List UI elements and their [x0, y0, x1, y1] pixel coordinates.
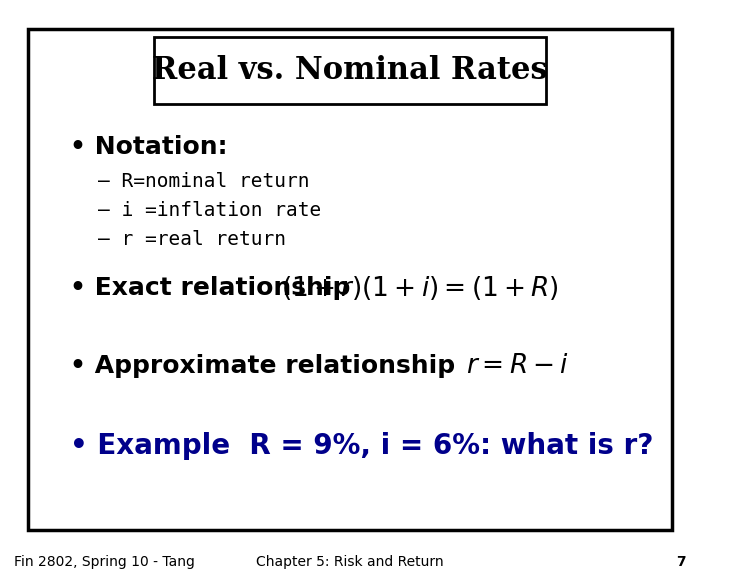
Text: $(1+r)(1+i)=(1+R)$: $(1+r)(1+i)=(1+R)$ [281, 274, 559, 302]
Text: Fin 2802, Spring 10 - Tang: Fin 2802, Spring 10 - Tang [14, 555, 195, 569]
Text: • Example  R = 9%, i = 6%: what is r?: • Example R = 9%, i = 6%: what is r? [70, 433, 653, 460]
Text: • Exact relationship: • Exact relationship [70, 276, 350, 300]
Text: $r = R - i$: $r = R - i$ [466, 353, 569, 378]
Text: – r =real return: – r =real return [98, 230, 286, 248]
Text: • Approximate relationship: • Approximate relationship [70, 354, 455, 378]
Text: Real vs. Nominal Rates: Real vs. Nominal Rates [152, 55, 548, 86]
Text: – R=nominal return: – R=nominal return [98, 172, 309, 191]
FancyBboxPatch shape [154, 37, 546, 104]
FancyBboxPatch shape [28, 29, 672, 530]
Text: – i =inflation rate: – i =inflation rate [98, 201, 321, 219]
Text: Chapter 5: Risk and Return: Chapter 5: Risk and Return [256, 555, 444, 569]
Text: 7: 7 [677, 555, 686, 569]
Text: • Notation:: • Notation: [70, 135, 228, 159]
